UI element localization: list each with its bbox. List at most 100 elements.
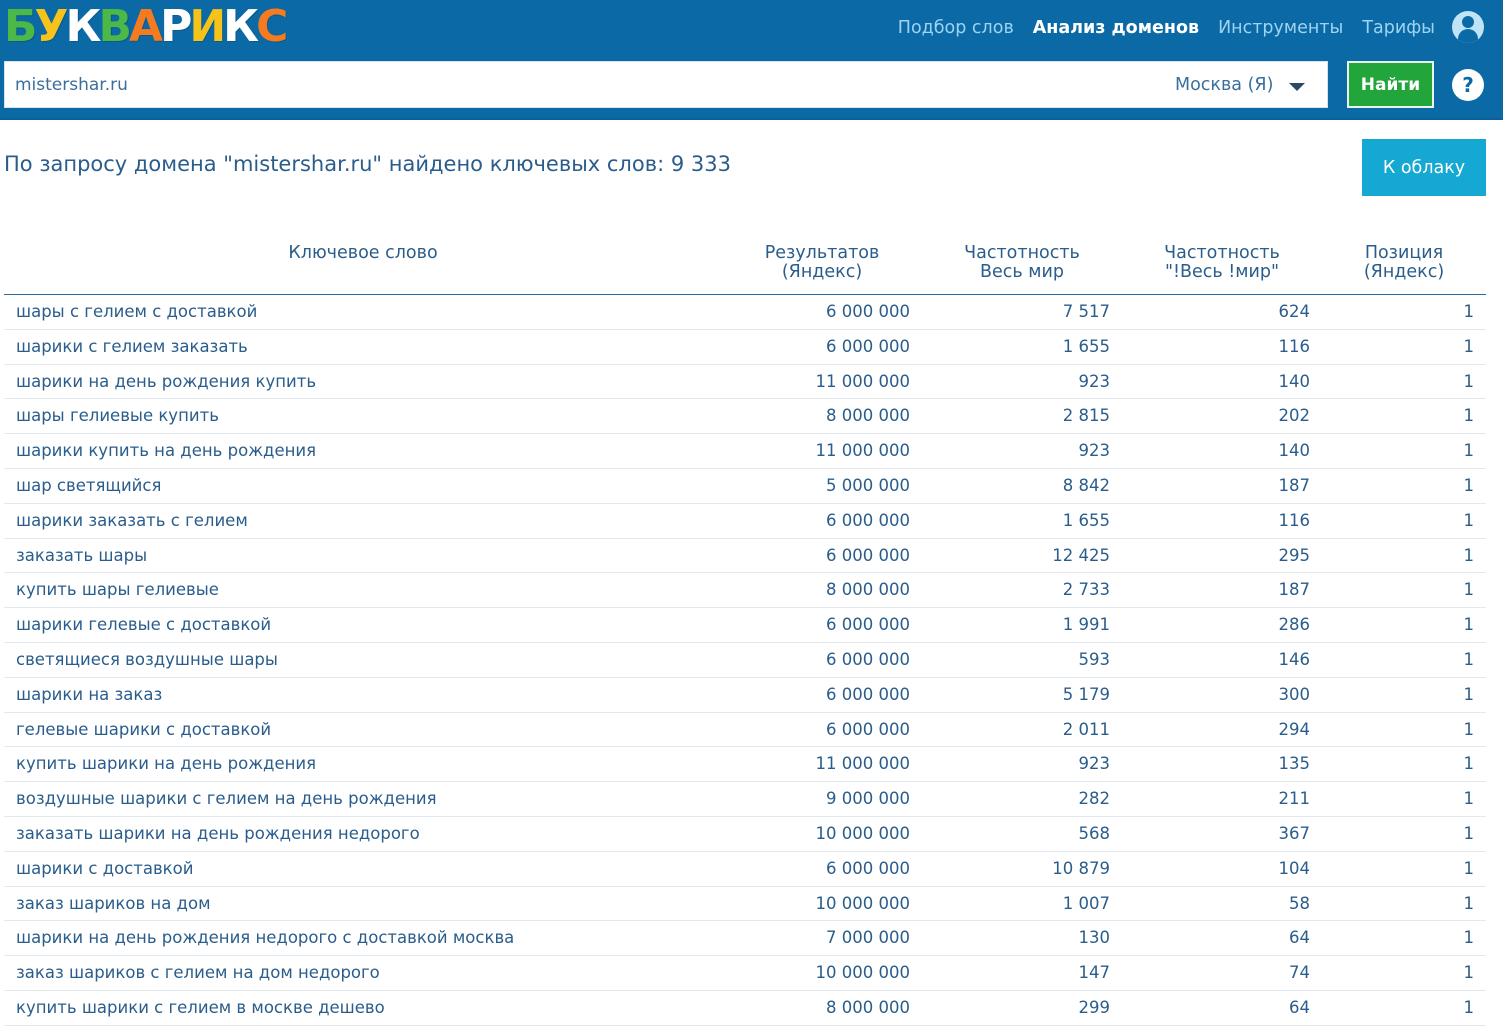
keyword-cell[interactable]: заказ шариков с гелием на дом недорого xyxy=(16,963,380,983)
domain-search-input[interactable] xyxy=(5,62,1005,107)
table-row[interactable]: шары гелиевые купить 8 000 000 2 815 202 1 xyxy=(4,399,1486,435)
results-cell: 6 000 000 xyxy=(826,336,910,356)
column-header-results[interactable]: Результатов (Яндекс) xyxy=(764,243,880,282)
results-cell: 6 000 000 xyxy=(826,719,910,739)
header-divider xyxy=(0,118,1503,120)
position-cell: 1 xyxy=(1463,302,1475,321)
column-header-position[interactable]: Позиция (Яндекс) xyxy=(1363,243,1445,282)
table-row[interactable]: шарики заказать с гелием 6 000 000 1 655 11… xyxy=(4,504,1486,539)
column-header-frequency[interactable]: Частотность Весь мир xyxy=(964,243,1080,282)
keyword-cell[interactable]: шар светящийся xyxy=(16,475,162,495)
frequency-exact-cell: 140 xyxy=(1278,441,1311,461)
table-row[interactable]: шарики с доставкой 6 000 000 10 879 104 1 xyxy=(4,852,1486,887)
keyword-cell[interactable]: купить шары гелиевые xyxy=(16,580,219,600)
table-row[interactable]: гелевые шарики с доставкой 6 000 000 2 011… xyxy=(4,713,1486,748)
user-icon[interactable] xyxy=(1452,11,1484,43)
results-cell: 8 000 000 xyxy=(826,406,910,426)
result-summary: По запросу домена "mistershar.ru" найден… xyxy=(4,152,731,176)
table-row[interactable]: шарики на заказ 6 000 000 5 179 300 1 xyxy=(4,678,1486,713)
table-row[interactable]: воздушные шарики с гелием на день рожден… xyxy=(4,782,1486,817)
keyword-cell[interactable]: шарики гелевые с доставкой xyxy=(16,615,272,635)
position-cell: 1 xyxy=(1463,893,1475,913)
keyword-cell[interactable]: шарики заказать с гелием xyxy=(16,510,248,530)
results-cell: 6 000 000 xyxy=(826,510,910,530)
frequency-exact-cell: 116 xyxy=(1278,510,1311,530)
column-header-frequency-exact[interactable]: Частотность "!Весь !мир" xyxy=(1164,243,1280,282)
nav-item[interactable]: Инструменты xyxy=(1218,18,1344,38)
to-cloud-button[interactable]: К облаку xyxy=(1362,139,1486,196)
results-cell: 8 000 000 xyxy=(826,997,910,1017)
table-row[interactable]: шарики купить на день рождения 11 000 000… xyxy=(4,434,1486,469)
frequency-cell: 923 xyxy=(1078,371,1111,391)
find-button[interactable]: Найти xyxy=(1347,61,1434,108)
results-cell: 9 000 000 xyxy=(826,789,910,809)
keyword-cell[interactable]: светящиеся воздушные шары xyxy=(16,649,278,669)
chevron-down-icon xyxy=(1289,82,1306,91)
logo-letter: К xyxy=(223,1,259,52)
region-select[interactable]: Москва (Я) xyxy=(1175,62,1306,107)
results-cell: 10 000 000 xyxy=(815,823,910,843)
frequency-exact-cell: 74 xyxy=(1289,963,1310,983)
keyword-cell[interactable]: шарики с доставкой xyxy=(16,858,194,878)
frequency-cell: 923 xyxy=(1078,754,1111,774)
results-cell: 6 000 000 xyxy=(826,858,910,878)
keyword-cell[interactable]: купить шарики с гелием в москве дешево xyxy=(16,997,385,1017)
table-row[interactable]: заказать шарики на день рождения недорог… xyxy=(4,817,1486,852)
table-row[interactable]: купить шары гелиевые 8 000 000 2 733 187 1 xyxy=(4,573,1486,609)
column-header-keyword[interactable]: Ключевое слово xyxy=(288,243,438,263)
keyword-cell[interactable]: гелевые шарики с доставкой xyxy=(16,719,272,739)
frequency-cell: 1 655 xyxy=(1062,336,1110,356)
keyword-cell[interactable]: заказ шариков на дом xyxy=(16,893,211,913)
table-row[interactable]: шарики на день рождения недорого с доста… xyxy=(4,921,1486,957)
results-cell: 6 000 000 xyxy=(826,615,910,635)
table-row[interactable]: заказ шариков на дом 10 000 000 1 007 58 1 xyxy=(4,887,1486,922)
frequency-exact-cell: 187 xyxy=(1278,580,1311,600)
nav-item[interactable]: Подбор слов xyxy=(897,18,1014,38)
table-row[interactable]: купить шарики с гелием в москве дешево 8 … xyxy=(4,991,1486,1026)
frequency-exact-cell: 135 xyxy=(1278,754,1311,774)
keyword-cell[interactable]: шарики на день рождения недорого с доста… xyxy=(16,928,515,948)
table-body: шары с гелием с доставкой 6 000 000 7 517 6… xyxy=(4,295,1486,1026)
table-row[interactable]: шары с гелием с доставкой 6 000 000 7 517 6… xyxy=(4,295,1486,330)
position-cell: 1 xyxy=(1463,928,1475,948)
keyword-cell[interactable]: заказать шары xyxy=(16,545,148,565)
keyword-cell[interactable]: шары с гелием с доставкой xyxy=(16,302,258,321)
position-cell: 1 xyxy=(1463,441,1475,461)
keyword-cell[interactable]: купить шарики на день рождения xyxy=(16,754,317,774)
keyword-cell[interactable]: шарики с гелием заказать xyxy=(16,336,248,356)
keyword-cell[interactable]: шары гелиевые купить xyxy=(16,406,219,426)
keyword-cell[interactable]: воздушные шарики с гелием на день рожден… xyxy=(16,789,437,809)
frequency-exact-cell: 116 xyxy=(1278,336,1311,356)
frequency-exact-cell: 286 xyxy=(1278,615,1311,635)
table-row[interactable]: заказать шары 6 000 000 12 425 295 1 xyxy=(4,539,1486,574)
table-row[interactable]: шарики на день рождения купить 11 000 000… xyxy=(4,365,1486,400)
keyword-cell[interactable]: шарики купить на день рождения xyxy=(16,441,317,461)
keyword-cell[interactable]: шарики на заказ xyxy=(16,684,163,704)
position-cell: 1 xyxy=(1463,510,1475,530)
results-cell: 6 000 000 xyxy=(826,649,910,669)
table-row[interactable]: шар светящийся 5 000 000 8 842 187 1 xyxy=(4,469,1486,504)
table-row[interactable]: шарики с гелием заказать 6 000 000 1 655 11… xyxy=(4,330,1486,365)
table-row[interactable]: светящиеся воздушные шары 6 000 000 593 146… xyxy=(4,643,1486,678)
frequency-exact-cell: 295 xyxy=(1278,545,1311,565)
frequency-exact-cell: 140 xyxy=(1278,371,1311,391)
frequency-cell: 282 xyxy=(1078,789,1111,809)
user-icon-head xyxy=(1462,16,1474,28)
help-icon[interactable]: ? xyxy=(1452,69,1484,101)
results-cell: 6 000 000 xyxy=(826,545,910,565)
frequency-cell: 593 xyxy=(1078,649,1111,669)
table-row[interactable]: купить шарики на день рождения 11 000 000… xyxy=(4,747,1486,783)
nav-item[interactable]: Анализ доменов xyxy=(1032,18,1200,38)
frequency-exact-cell: 624 xyxy=(1278,302,1311,321)
keyword-cell[interactable]: шарики на день рождения купить xyxy=(16,371,317,391)
frequency-cell: 7 517 xyxy=(1062,302,1110,321)
keyword-cell[interactable]: заказать шарики на день рождения недорог… xyxy=(16,823,420,843)
position-cell: 1 xyxy=(1463,371,1475,391)
results-cell: 11 000 000 xyxy=(815,754,910,774)
position-cell: 1 xyxy=(1463,823,1475,843)
position-cell: 1 xyxy=(1463,649,1475,669)
nav-item[interactable]: Тарифы xyxy=(1362,18,1435,38)
table-row[interactable]: шарики гелевые с доставкой 6 000 000 1 991… xyxy=(4,608,1486,643)
table-row[interactable]: заказ шариков с гелием на дом недорого 10… xyxy=(4,956,1486,991)
